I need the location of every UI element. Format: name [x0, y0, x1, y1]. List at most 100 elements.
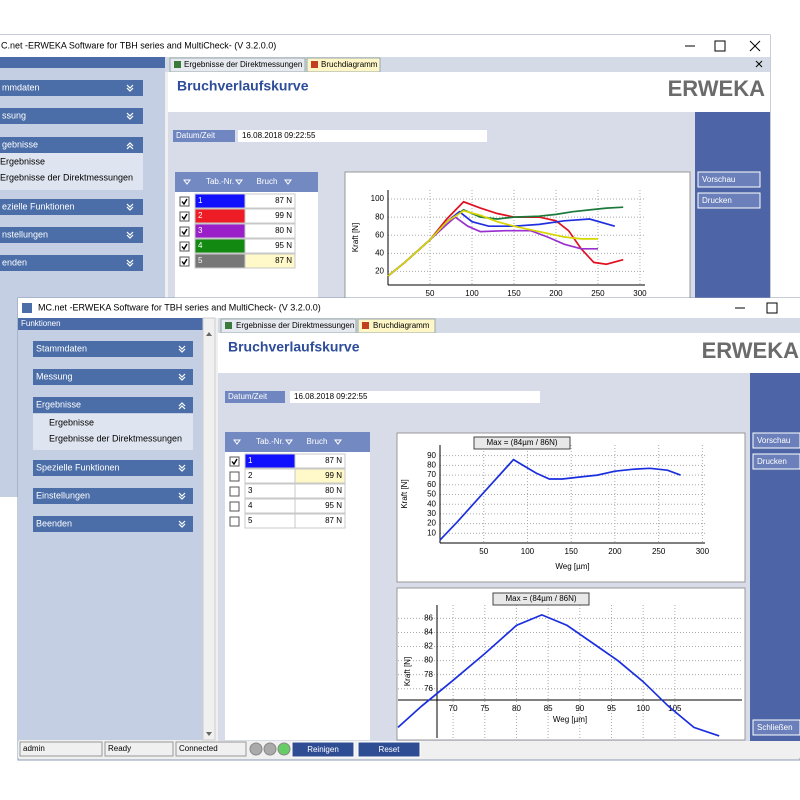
x-tick-label: 150: [565, 547, 579, 556]
button-label: Vorschau: [702, 175, 735, 184]
button[interactable]: [752, 432, 800, 449]
x-tick-label: 90: [575, 704, 584, 713]
row-number-cell: [194, 223, 246, 239]
y-tick-label: 20: [427, 519, 436, 528]
x-tick-label: 100: [521, 547, 535, 556]
maximize-button[interactable]: [766, 302, 778, 314]
sidebar-subitem[interactable]: Ergebnisse der Direktmessungen: [49, 433, 182, 443]
sidebar-button-label: Messung: [36, 371, 73, 381]
status-button-label: Reset: [379, 745, 401, 754]
x-tick-label: 95: [607, 704, 616, 713]
checkbox[interactable]: [229, 516, 240, 527]
y-tick-label: 40: [427, 499, 436, 508]
filter-icon: [284, 179, 292, 185]
scroll-arrow: [206, 732, 212, 736]
sidebar-subitem[interactable]: Ergebnisse: [0, 156, 45, 166]
expanded-group: [33, 414, 193, 450]
checkbox[interactable]: [229, 456, 240, 467]
y-axis-label: Kraft [N]: [403, 657, 412, 686]
row-number-cell: [244, 483, 296, 499]
status-indicator: [263, 742, 277, 756]
status-button[interactable]: [357, 741, 421, 758]
maximize-button[interactable]: [714, 40, 726, 52]
row-number: 3: [248, 486, 253, 495]
checkbox[interactable]: [229, 471, 240, 482]
sidebar-button[interactable]: [0, 80, 143, 96]
sidebar-button[interactable]: [33, 397, 193, 413]
field-label: Datum/Zeit: [228, 392, 268, 401]
check-mark: [181, 243, 188, 251]
y-tick-label: 80: [375, 212, 384, 221]
row-number-cell: [194, 208, 246, 224]
bruch-value: 87 N: [325, 456, 342, 465]
sidebar-header: [18, 318, 203, 330]
logo: ERWEKA: [702, 338, 799, 363]
button[interactable]: [752, 719, 800, 736]
chart-panel: [396, 587, 746, 741]
y-tick-label: 80: [424, 656, 433, 665]
checkbox[interactable]: [179, 226, 190, 237]
expanded-group: [0, 152, 143, 190]
sidebar-button[interactable]: [33, 341, 193, 357]
row-number: 1: [248, 456, 253, 465]
field-value: 16.08.2018 09:22:55: [242, 131, 316, 140]
sidebar-button[interactable]: [0, 227, 143, 243]
annotation: Max = (84µm / 86N): [486, 438, 557, 447]
header: [168, 72, 770, 112]
sidebar-subitem[interactable]: Ergebnisse der Direktmessungen: [0, 172, 133, 182]
chevron-icon: [126, 231, 134, 239]
row-number-cell: [244, 513, 296, 529]
x-tick-label: 100: [465, 289, 479, 298]
close-tab-button[interactable]: [755, 60, 763, 68]
sidebar-subitem[interactable]: Ergebnisse: [49, 417, 94, 427]
button[interactable]: [697, 192, 761, 209]
x-axis-label: Weg [µm]: [555, 562, 589, 571]
sidebar-button[interactable]: [0, 199, 143, 215]
bruch-value: 95 N: [325, 501, 342, 510]
checkbox[interactable]: [179, 256, 190, 267]
table-header: [225, 432, 370, 452]
bruch-value: 87 N: [275, 196, 292, 205]
sidebar-button[interactable]: [0, 108, 143, 124]
window-title: C.net -ERWEKA Software for TBH series an…: [1, 40, 276, 50]
checkbox[interactable]: [179, 196, 190, 207]
x-tick-label: 250: [591, 289, 605, 298]
chevron-icon: [178, 345, 186, 353]
y-tick-label: 82: [424, 642, 433, 651]
checkbox[interactable]: [179, 241, 190, 252]
bruch-cell: [244, 208, 296, 224]
checkbox[interactable]: [229, 486, 240, 497]
sidebar-button[interactable]: [33, 369, 193, 385]
row-number-cell: [244, 453, 296, 469]
annotation-box: [473, 436, 571, 450]
annotation-box: [492, 592, 590, 606]
check-mark: [181, 228, 188, 236]
sidebar-button[interactable]: [33, 488, 193, 504]
field-value: 16.08.2018 09:22:55: [294, 392, 368, 401]
y-tick-label: 50: [427, 490, 436, 499]
sidebar-button[interactable]: [33, 516, 193, 532]
x-tick-label: 200: [608, 547, 622, 556]
status-button[interactable]: [291, 741, 355, 758]
status-cell: [175, 741, 247, 757]
button[interactable]: [752, 453, 800, 470]
y-tick-label: 10: [427, 528, 436, 537]
status-cell: [19, 741, 103, 757]
title-bar: [18, 298, 800, 318]
row-number-cell: [244, 498, 296, 514]
checkbox[interactable]: [229, 501, 240, 512]
bruch-value: 87 N: [275, 256, 292, 265]
button[interactable]: [697, 171, 761, 188]
bruch-value: 80 N: [275, 226, 292, 235]
tab-label: Bruchdiagramm: [373, 321, 430, 330]
tab-icon: [225, 322, 232, 329]
sidebar-button[interactable]: [33, 460, 193, 476]
checkbox[interactable]: [179, 211, 190, 222]
status-text: Ready: [108, 744, 131, 753]
sidebar-button[interactable]: [0, 137, 143, 153]
filter-icon: [233, 439, 241, 445]
close-button[interactable]: [749, 40, 761, 52]
y-tick-label: 84: [424, 628, 433, 637]
sidebar-button[interactable]: [0, 255, 143, 271]
chevron-icon: [178, 373, 186, 381]
